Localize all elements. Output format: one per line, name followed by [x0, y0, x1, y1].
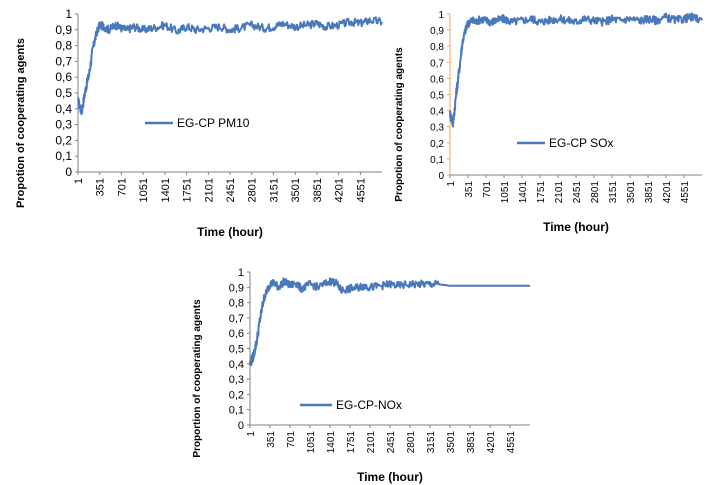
x-tick-label: 1051	[500, 181, 511, 204]
x-tick-label: 1051	[306, 431, 317, 454]
y-tick-label: 0,8	[229, 298, 244, 310]
x-tick-label: 2101	[366, 431, 377, 454]
y-tick-label: 0,5	[55, 86, 72, 100]
y-axis-label: Propotion of cooperating agents	[15, 38, 27, 208]
y-tick-label: 0,7	[55, 54, 72, 68]
y-tick-label: 1	[438, 10, 444, 21]
x-tick-label: 3151	[268, 178, 280, 202]
x-tick-label: 1	[73, 178, 85, 184]
x-axis-label: Time (hour)	[357, 470, 423, 484]
y-tick-label: 0,7	[430, 58, 444, 69]
y-tick-label: 1	[65, 7, 72, 21]
y-tick-label: 0	[438, 171, 444, 182]
legend-label: EG-CP SOx	[549, 136, 613, 150]
y-tick-label: 0,6	[430, 74, 444, 85]
y-tick-label: 0,3	[229, 374, 244, 386]
x-axis-label: Time (hour)	[543, 220, 609, 234]
x-tick-label: 351	[95, 178, 107, 196]
y-tick-label: 0,1	[229, 405, 244, 417]
x-tick-label: 1051	[138, 178, 150, 202]
x-tick-label: 3151	[426, 431, 437, 454]
x-tick-label: 4551	[680, 181, 691, 204]
x-tick-label: 4201	[486, 431, 497, 454]
x-tick-label: 3851	[644, 181, 655, 204]
x-tick-label: 1	[246, 431, 257, 437]
x-tick-label: 1	[446, 181, 457, 187]
y-tick-label: 0,6	[55, 70, 72, 84]
x-tick-label: 1401	[518, 181, 529, 204]
x-tick-label: 2101	[554, 181, 565, 204]
x-tick-label: 351	[266, 431, 277, 448]
y-tick-label: 0,2	[229, 389, 244, 401]
x-tick-label: 2101	[203, 178, 215, 202]
x-tick-label: 2451	[386, 431, 397, 454]
y-tick-label: 0,5	[229, 344, 244, 356]
x-tick-label: 351	[464, 181, 475, 198]
x-tick-label: 4551	[355, 178, 367, 202]
x-tick-label: 3501	[626, 181, 637, 204]
series-line	[449, 12, 703, 128]
legend-label: EG-CP PM10	[177, 116, 250, 130]
y-tick-label: 0,1	[55, 149, 72, 163]
y-tick-label: 0,3	[430, 123, 444, 134]
x-tick-label: 2801	[247, 178, 259, 202]
series-line	[249, 277, 530, 367]
y-tick-label: 0,6	[229, 328, 244, 340]
x-tick-label: 1401	[160, 178, 172, 202]
y-tick-label: 0,9	[229, 282, 244, 294]
y-tick-label: 1	[238, 267, 244, 279]
x-tick-label: 3851	[466, 431, 477, 454]
y-tick-label: 0,5	[430, 91, 444, 102]
x-tick-label: 2451	[225, 178, 237, 202]
y-tick-label: 0,2	[55, 133, 72, 147]
x-tick-label: 1401	[326, 431, 337, 454]
x-tick-label: 701	[286, 431, 297, 448]
x-tick-label: 3501	[290, 178, 302, 202]
x-tick-label: 3501	[446, 431, 457, 454]
y-tick-label: 0,3	[55, 118, 72, 132]
y-tick-label: 0	[238, 420, 244, 432]
series-line	[77, 16, 383, 116]
x-tick-label: 2451	[572, 181, 583, 204]
y-tick-label: 0,2	[430, 139, 444, 150]
x-tick-label: 3151	[608, 181, 619, 204]
chart-nox: 0 0,1 0,2 0,3 0,4 0,5 0,6 0,7 0,8 0,9 1 1 351 701 1051…	[192, 267, 530, 484]
y-tick-label: 0,4	[229, 359, 244, 371]
x-tick-label: 701	[482, 181, 493, 198]
x-tick-label: 1751	[346, 431, 357, 454]
x-tick-label: 1751	[182, 178, 194, 202]
x-tick-label: 4551	[506, 431, 517, 454]
y-axis-label: Proportion of cooperating agents	[192, 299, 203, 458]
x-tick-label: 1751	[536, 181, 547, 204]
x-tick-label: 4201	[334, 178, 346, 202]
y-tick-label: 0,9	[430, 26, 444, 37]
x-tick-label: 2801	[406, 431, 417, 454]
chart-pm10: 0 0,1 0,20,3 0,4 0,5 0,6 0,70,8 0,9 1 1 351 701 1051…	[15, 7, 383, 239]
y-tick-label: 0	[65, 165, 72, 179]
y-tick-label: 0,8	[55, 39, 72, 53]
y-tick-label: 0,1	[430, 155, 444, 166]
y-axis-label: Propotion of cooperating agents	[394, 47, 405, 202]
x-tick-label: 3851	[312, 178, 324, 202]
legend-label: EG-CP-NOx	[336, 398, 402, 412]
y-tick-label: 0,9	[55, 23, 72, 37]
y-tick-label: 0,8	[430, 42, 444, 53]
y-tick-label: 0,4	[430, 107, 444, 118]
x-tick-label: 4201	[662, 181, 673, 204]
x-tick-label: 2801	[590, 181, 601, 204]
x-axis-label: Time (hour)	[197, 225, 263, 239]
y-tick-label: 0,7	[229, 313, 244, 325]
chart-sox: 0 0,1 0,2 0,3 0,4 0,5 0,6 0,7 0,8 0,9 1 1 351 701 1051…	[394, 10, 703, 234]
x-tick-label: 701	[116, 178, 128, 196]
y-tick-label: 0,4	[55, 102, 72, 116]
